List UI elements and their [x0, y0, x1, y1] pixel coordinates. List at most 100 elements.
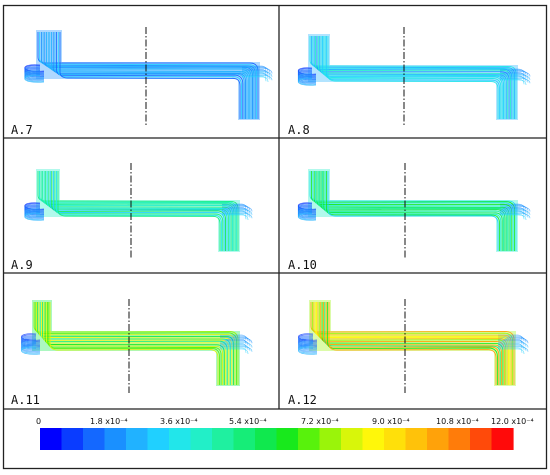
streamline [319, 171, 507, 251]
streamline [54, 32, 245, 119]
streamline [222, 213, 253, 219]
streamline [500, 79, 527, 86]
streamline [323, 171, 503, 251]
streamline [242, 76, 269, 83]
panel-label: A.12 [288, 393, 317, 407]
streamline [321, 302, 504, 385]
streamline [56, 171, 222, 251]
streamline [500, 212, 529, 218]
colorbar-swatch [233, 428, 256, 450]
streamline [47, 302, 222, 385]
colorbar-swatch [61, 428, 84, 450]
streamlines [297, 34, 531, 120]
streamline [220, 336, 251, 343]
streamline [297, 78, 317, 86]
streamline [500, 77, 529, 83]
streamline [310, 36, 516, 119]
colorbar-swatch [448, 428, 471, 450]
streamline [500, 76, 527, 82]
streamline [498, 337, 529, 344]
streamline [222, 204, 249, 210]
streamline [222, 205, 251, 211]
streamline [500, 209, 531, 215]
streamline [500, 73, 529, 80]
streamline [326, 36, 500, 119]
streamline [39, 32, 258, 119]
streamline [327, 302, 498, 385]
streamline [498, 347, 523, 353]
colorbar-tick-label: 0 [36, 417, 41, 426]
streamline [500, 205, 529, 211]
colorbar-swatch [126, 428, 149, 450]
colorbar-swatch [40, 428, 63, 450]
streamline [220, 335, 249, 342]
streamline [328, 302, 497, 385]
colorbar-swatch [169, 428, 192, 450]
streamline [220, 341, 251, 347]
streamline [500, 211, 527, 217]
streamline [500, 72, 527, 79]
streamline [498, 341, 527, 347]
streamline [220, 334, 247, 341]
streamline [48, 171, 229, 251]
panel-a12: A.12 [288, 299, 529, 407]
streamline [56, 32, 244, 119]
streamline [314, 302, 511, 385]
streamline [500, 206, 531, 212]
colorbar-swatch [384, 428, 407, 450]
streamline [498, 348, 525, 355]
colorbar-swatch [319, 428, 342, 450]
streamline [500, 207, 527, 214]
streamline [222, 209, 253, 215]
panel-label: A.9 [11, 258, 33, 272]
streamline [323, 36, 503, 119]
streamline [500, 71, 531, 77]
streamline [220, 342, 253, 348]
streamline [220, 343, 247, 349]
streamline [323, 302, 502, 385]
color-bar: 0 1.8 x10⁻⁴ 3.6 x10⁻⁴ 5.4 x10⁻⁴ 7.2 x10⁻… [36, 417, 534, 450]
streamline [242, 68, 273, 74]
streamline [325, 302, 500, 385]
streamline [37, 302, 234, 385]
streamline [242, 71, 273, 77]
streamline [44, 32, 253, 119]
panel-label: A.10 [288, 258, 317, 272]
colorbar-tick-label: 3.6 x10⁻⁴ [160, 417, 198, 426]
streamline [21, 347, 41, 355]
streamline [24, 213, 45, 221]
streamline [498, 340, 525, 346]
colorbar-swatch [362, 428, 385, 450]
streamline [322, 36, 504, 119]
streamline [500, 78, 531, 84]
streamline [222, 206, 253, 212]
panel-label: A.11 [11, 393, 40, 407]
streamline [500, 208, 529, 215]
streamline [298, 347, 318, 355]
streamline [498, 346, 529, 352]
colorbar-swatch [212, 428, 235, 450]
streamline [500, 214, 527, 221]
streamline [59, 32, 241, 119]
streamline [498, 345, 527, 351]
streamline [498, 343, 523, 349]
streamline [52, 32, 246, 119]
streamline [220, 339, 247, 345]
streamline [222, 214, 249, 221]
streamline [310, 171, 516, 251]
streamline [57, 32, 242, 119]
streamline [500, 69, 527, 75]
colorbar-swatches [40, 428, 514, 450]
streamline [315, 36, 511, 119]
colorbar-swatch [147, 428, 170, 450]
colorbar-tick-label: 9.0 x10⁻⁴ [372, 417, 410, 426]
panel-a10: A.10 [288, 163, 531, 272]
panel-a8: A.8 [288, 27, 531, 137]
streamline [498, 342, 529, 348]
streamline [242, 69, 269, 76]
colorbar-tick-label: 5.4 x10⁻⁴ [229, 417, 267, 426]
streamline [242, 73, 269, 79]
panel-label: A.8 [288, 123, 310, 137]
streamline [242, 67, 271, 73]
